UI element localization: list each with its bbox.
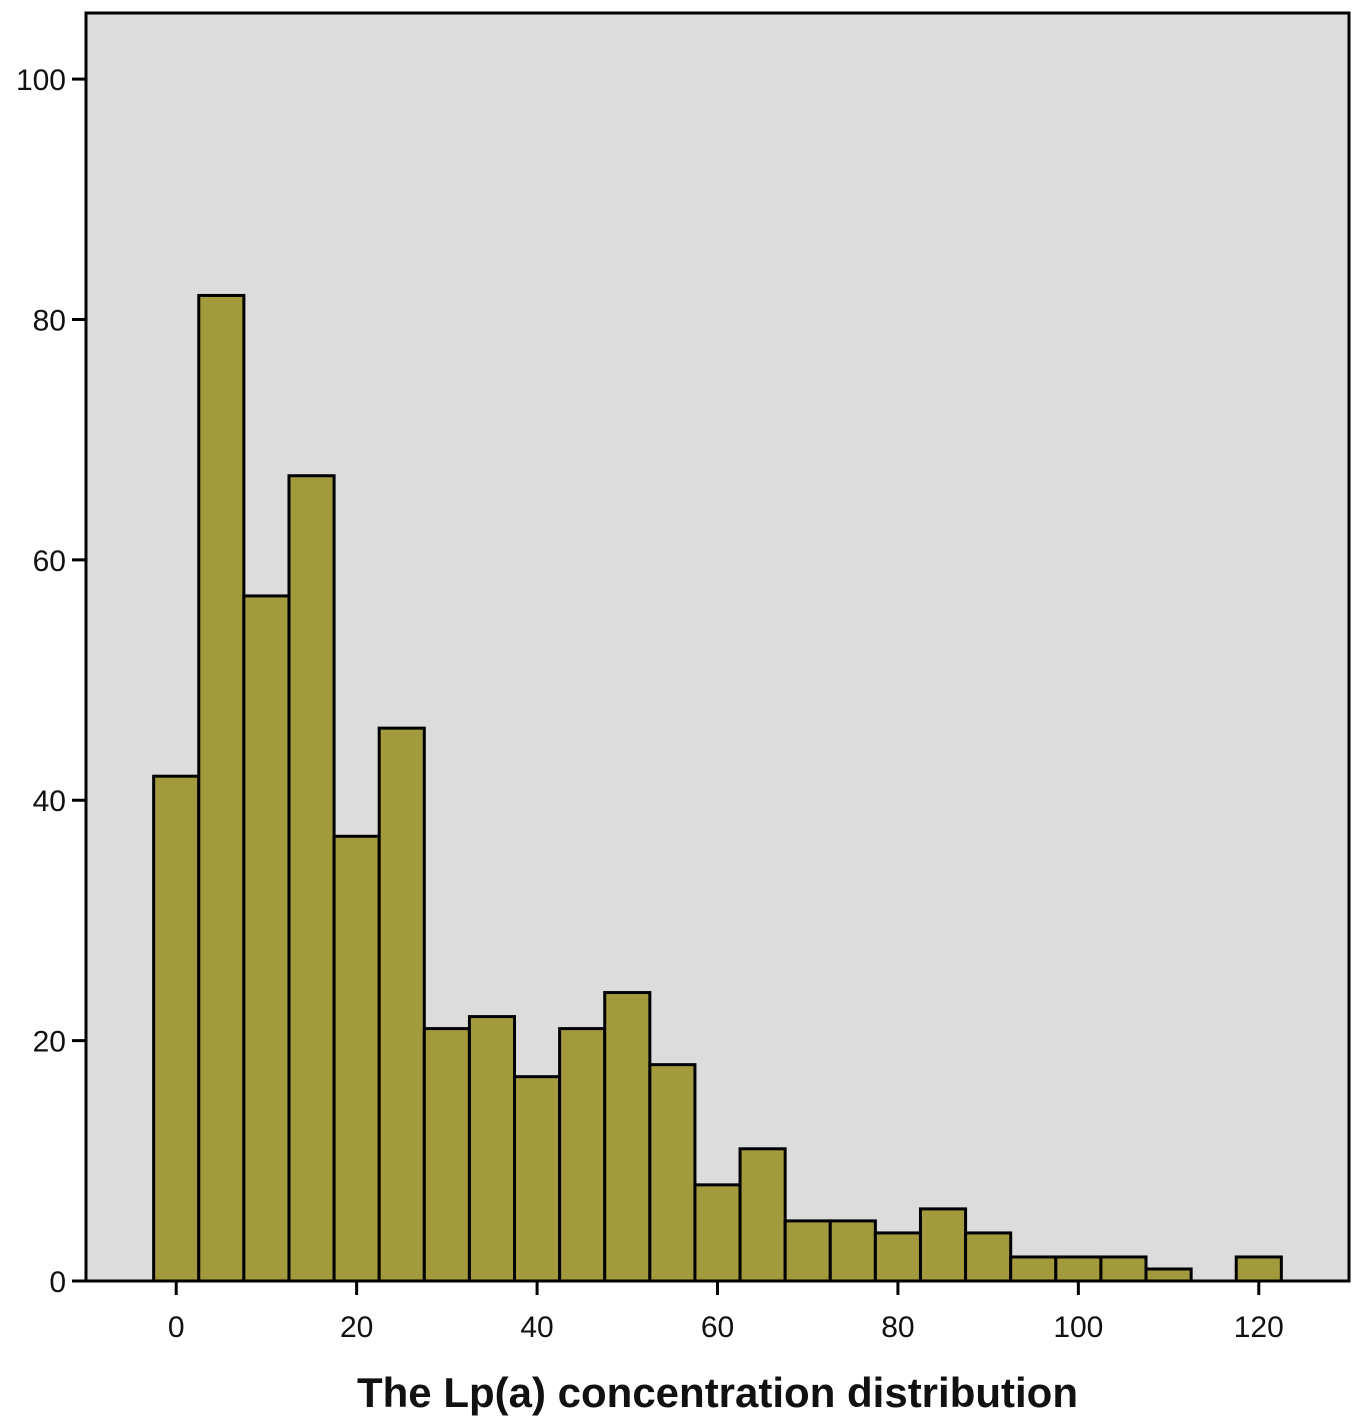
y-tick-label: 80 (33, 304, 66, 337)
x-tick-label: 60 (701, 1311, 734, 1344)
y-tick-label: 0 (49, 1266, 66, 1299)
x-tick-label: 20 (340, 1311, 373, 1344)
x-tick-label: 0 (168, 1311, 185, 1344)
histogram-bar (558, 1027, 607, 1283)
histogram-bar (603, 991, 652, 1283)
histogram-bar (1234, 1255, 1283, 1283)
histogram-bar (467, 1015, 517, 1283)
histogram-bar (1009, 1255, 1058, 1283)
histogram-bar (513, 1075, 562, 1283)
histogram-bar (1054, 1255, 1103, 1283)
x-axis: 0 20 40 60 80 100 120 (168, 1281, 1284, 1344)
histogram-bar (873, 1231, 922, 1283)
histogram-bar (918, 1207, 968, 1283)
y-tick-label: 60 (33, 545, 66, 578)
x-tick-label: 120 (1234, 1311, 1284, 1344)
x-tick-label: 100 (1053, 1311, 1103, 1344)
histogram-bar (648, 1063, 697, 1283)
histogram-bar (242, 594, 291, 1283)
histogram-bar (1144, 1267, 1193, 1283)
histogram-bar (287, 474, 336, 1283)
y-tick-label: 40 (33, 785, 66, 818)
histogram-bar (422, 1027, 471, 1283)
y-tick-label: 20 (33, 1026, 66, 1059)
histogram-bar (738, 1147, 787, 1283)
histogram-bar (1099, 1255, 1148, 1283)
histogram-bar (377, 726, 426, 1283)
histogram-bar (693, 1183, 742, 1283)
histogram-bar (828, 1219, 877, 1283)
histogram-bar (152, 774, 201, 1283)
histogram-bar (197, 293, 246, 1283)
histogram-bar (964, 1231, 1013, 1283)
histogram-bar (332, 834, 381, 1283)
x-axis-title: The Lp(a) concentration distribution (357, 1369, 1078, 1416)
y-axis: 0 20 40 60 80 100 (16, 64, 86, 1299)
bars-group (152, 293, 1283, 1283)
x-tick-label: 40 (520, 1311, 553, 1344)
histogram-bar (783, 1219, 832, 1283)
x-tick-label: 80 (881, 1311, 914, 1344)
y-tick-label: 100 (16, 64, 66, 97)
